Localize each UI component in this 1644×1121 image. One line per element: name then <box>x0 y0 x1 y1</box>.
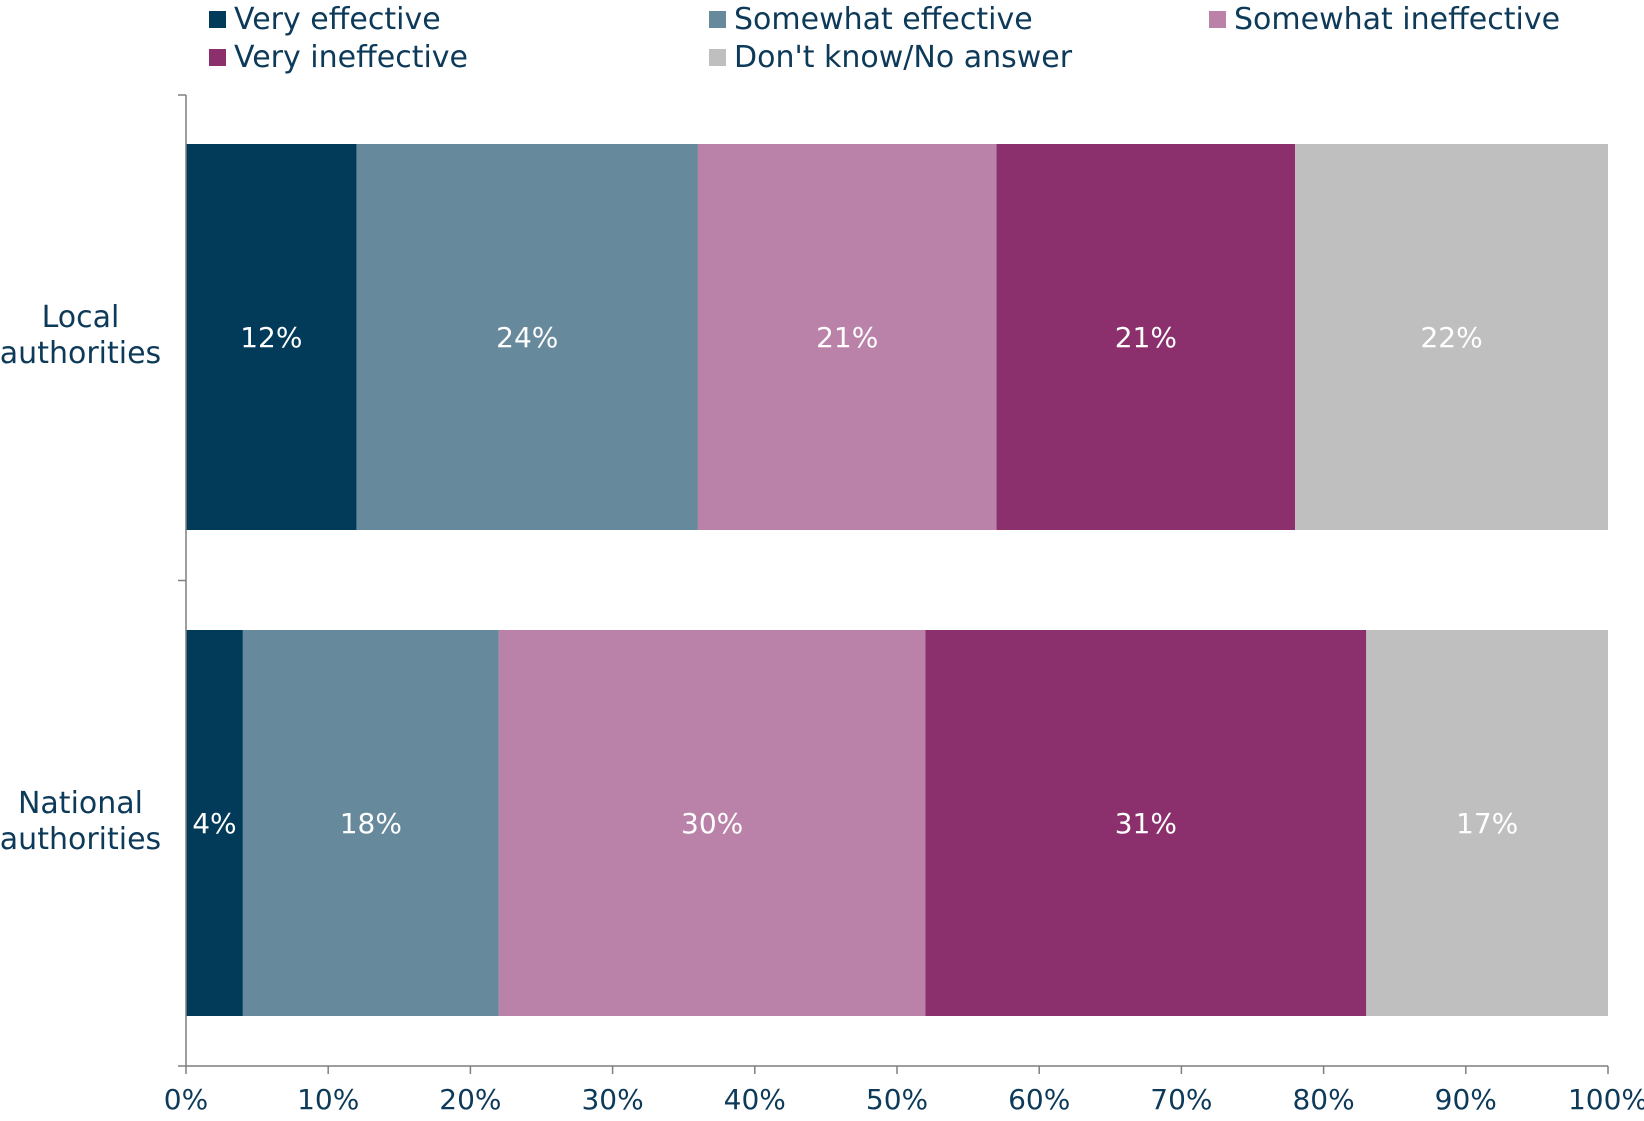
category-label-local-authorities: Local authorities <box>0 300 163 372</box>
category-label-national-authorities: National authorities <box>0 786 163 858</box>
bar-segment-1-4 <box>1366 630 1608 1016</box>
category-label-local-line-1: Local <box>41 300 120 335</box>
data-label-1-3: 31% <box>1115 807 1177 840</box>
data-label-1-0: 4% <box>192 807 236 840</box>
x-tick-label-4: 40% <box>724 1083 786 1116</box>
legend-item-somewhat-ineffective: Somewhat ineffective <box>1209 2 1560 37</box>
legend-label-very-ineffective: Very ineffective <box>234 40 469 75</box>
bar-segment-0-3 <box>996 144 1296 530</box>
x-tick-label-8: 80% <box>1292 1083 1354 1116</box>
x-tick-label-1: 10% <box>297 1083 359 1116</box>
legend-label-dont-know: Don't know/No answer <box>734 40 1073 75</box>
bar-segment-0-4 <box>1295 144 1608 530</box>
data-label-0-2: 21% <box>816 321 878 354</box>
legend-item-very-ineffective: Very ineffective <box>209 40 468 75</box>
bar-segment-0-0 <box>186 144 357 530</box>
legend-swatch-very-effective <box>209 11 226 28</box>
data-label-0-0: 12% <box>240 321 302 354</box>
category-label-local-line-2: authorities <box>0 336 162 371</box>
category-label-national-line-2: authorities <box>0 822 162 857</box>
legend-swatch-somewhat-effective <box>709 11 726 28</box>
data-label-1-2: 30% <box>681 807 743 840</box>
x-tick-label-6: 60% <box>1008 1083 1070 1116</box>
legend-item-very-effective: Very effective <box>209 2 441 37</box>
bar-segment-1-1 <box>242 630 499 1016</box>
data-label-1-4: 17% <box>1456 807 1518 840</box>
category-label-national-line-1: National <box>17 786 143 821</box>
x-tick-label-7: 70% <box>1150 1083 1212 1116</box>
data-label-0-4: 22% <box>1420 321 1482 354</box>
x-tick-label-0: 0% <box>164 1083 208 1116</box>
legend: Very effective Somewhat effective Somewh… <box>0 0 1644 80</box>
legend-swatch-somewhat-ineffective <box>1209 11 1226 28</box>
legend-item-dont-know: Don't know/No answer <box>709 40 1072 75</box>
data-label-1-1: 18% <box>340 807 402 840</box>
legend-label-somewhat-ineffective: Somewhat ineffective <box>1234 2 1561 37</box>
x-tick-label-10: 100% <box>1568 1083 1644 1116</box>
x-tick-label-5: 50% <box>866 1083 928 1116</box>
legend-swatch-very-ineffective <box>209 49 226 66</box>
data-label-0-1: 24% <box>496 321 558 354</box>
bar-segment-1-3 <box>925 630 1367 1016</box>
bar-segment-1-0 <box>186 630 243 1016</box>
legend-label-somewhat-effective: Somewhat effective <box>734 2 1033 37</box>
x-tick-label-3: 30% <box>581 1083 643 1116</box>
data-label-0-3: 21% <box>1115 321 1177 354</box>
legend-label-very-effective: Very effective <box>234 2 441 37</box>
bar-segment-1-2 <box>498 630 926 1016</box>
x-tick-label-2: 20% <box>439 1083 501 1116</box>
legend-item-somewhat-effective: Somewhat effective <box>709 2 1033 37</box>
bar-segment-0-1 <box>356 144 698 530</box>
x-tick-label-9: 90% <box>1435 1083 1497 1116</box>
bar-segment-0-2 <box>697 144 997 530</box>
legend-swatch-dont-know <box>709 49 726 66</box>
